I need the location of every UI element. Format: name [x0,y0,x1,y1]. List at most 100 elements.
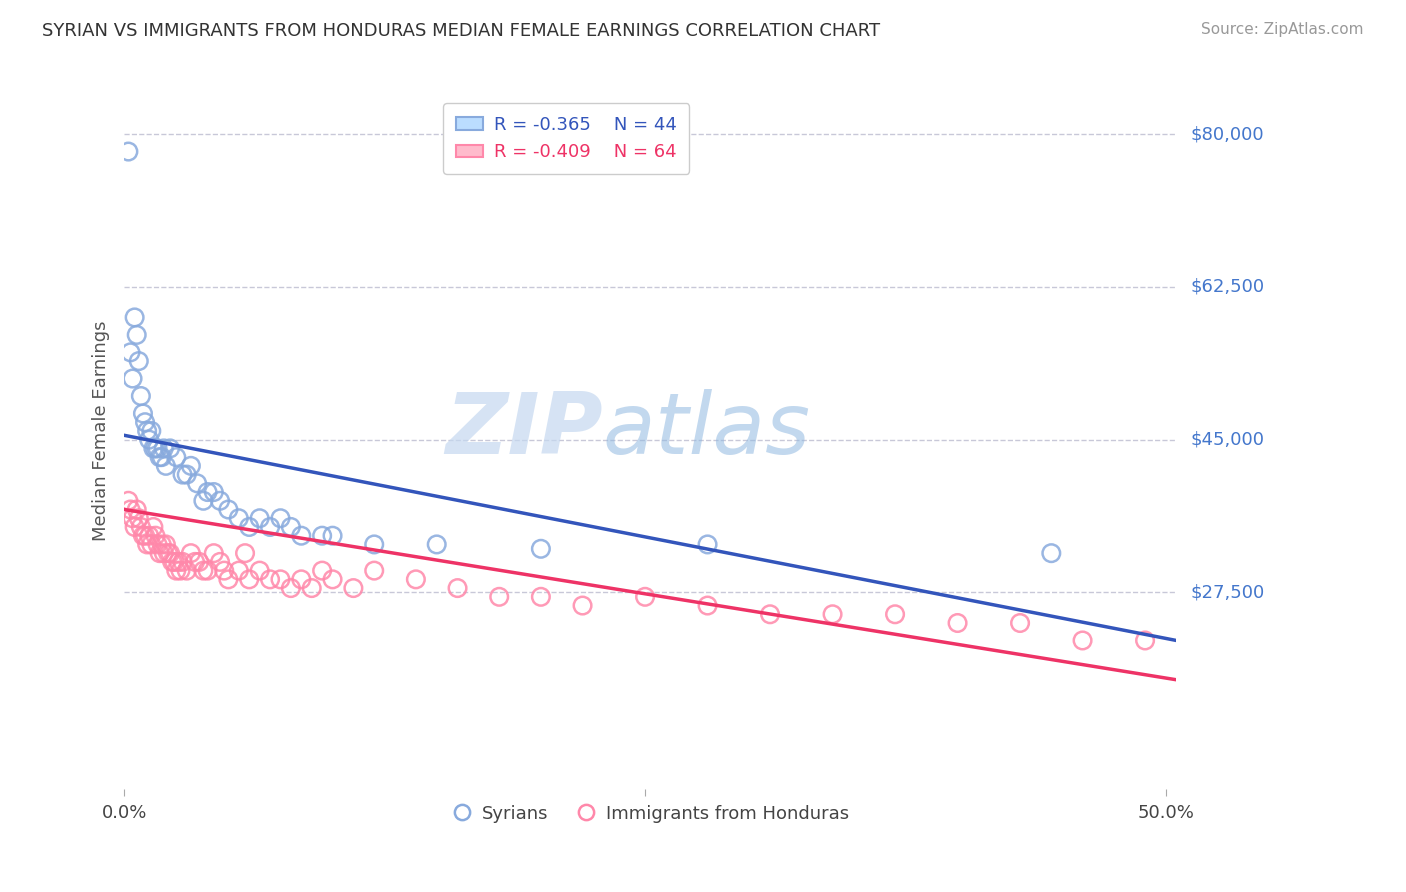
Point [155,537,177,551]
Text: atlas: atlas [603,390,811,473]
Point [884,607,907,622]
Point [249,564,271,578]
Point [426,537,449,551]
Point [136,424,159,438]
Point [120,502,142,516]
Point [142,442,165,456]
Point [120,345,142,359]
Point [149,546,172,560]
Point [163,555,186,569]
Point [180,458,202,473]
Point [121,371,143,385]
Point [202,485,225,500]
Point [202,546,225,560]
Point [153,442,176,456]
Point [488,590,510,604]
Point [134,415,156,429]
Point [311,529,333,543]
Point [128,511,150,525]
Point [155,458,177,473]
Point [269,511,291,525]
Point [301,581,323,595]
Point [249,511,271,525]
Point [446,581,468,595]
Point [180,546,202,560]
Point [1010,615,1032,630]
Point [141,537,163,551]
Point [138,529,160,543]
Point [696,537,718,551]
Point [160,555,183,569]
Legend: Syrians, Immigrants from Honduras: Syrians, Immigrants from Honduras [444,797,856,830]
Point [129,389,152,403]
Point [142,520,165,534]
Point [156,546,179,560]
Point [169,564,191,578]
Point [530,541,553,556]
Point [217,502,239,516]
Point [634,590,657,604]
Point [184,555,207,569]
Point [186,476,208,491]
Point [193,564,215,578]
Point [146,537,169,551]
Point [946,615,969,630]
Text: ZIP: ZIP [446,390,603,473]
Point [188,555,211,569]
Point [209,555,232,569]
Point [228,511,250,525]
Text: $27,500: $27,500 [1191,583,1264,601]
Point [1071,633,1094,648]
Point [124,520,146,534]
Point [165,564,187,578]
Point [238,573,260,587]
Point [1133,633,1156,648]
Point [311,564,333,578]
Point [117,145,139,159]
Point [146,442,169,456]
Point [280,581,302,595]
Point [150,450,173,464]
Text: Source: ZipAtlas.com: Source: ZipAtlas.com [1201,22,1364,37]
Point [167,555,190,569]
Point [530,590,553,604]
Point [176,467,198,482]
Point [125,327,148,342]
Point [571,599,593,613]
Point [150,537,173,551]
Point [322,529,344,543]
Point [363,537,385,551]
Point [259,573,281,587]
Point [280,520,302,534]
Text: $62,500: $62,500 [1191,278,1264,296]
Point [149,450,172,464]
Point [217,573,239,587]
Point [172,555,194,569]
Point [342,581,364,595]
Point [290,529,312,543]
Point [228,564,250,578]
Point [176,564,198,578]
Point [696,599,718,613]
Point [145,529,167,543]
Point [129,520,152,534]
Point [132,407,155,421]
Point [141,424,163,438]
Point [124,310,146,325]
Point [165,450,187,464]
Point [212,564,235,578]
Point [145,442,167,456]
Point [405,573,427,587]
Point [125,502,148,516]
Point [259,520,281,534]
Point [821,607,844,622]
Point [238,520,260,534]
Point [197,485,219,500]
Point [197,564,219,578]
Point [153,546,176,560]
Point [132,529,155,543]
Point [233,546,256,560]
Point [136,537,159,551]
Point [159,546,181,560]
Point [172,467,194,482]
